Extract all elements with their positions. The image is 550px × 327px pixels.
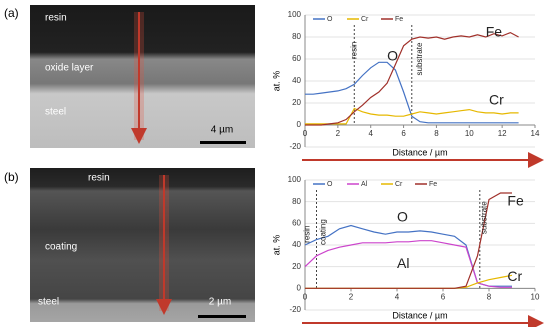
- x-tick-label: 8: [487, 292, 492, 301]
- x-tick-label: 0: [303, 129, 308, 138]
- y-tick-label: 40: [292, 240, 301, 249]
- scale-label: 2 µm: [209, 297, 231, 308]
- annotation: resin: [302, 225, 311, 242]
- y-axis-label: at. %: [271, 235, 281, 256]
- x-tick-label: 10: [531, 292, 540, 301]
- x-tick-label: 0: [303, 292, 308, 301]
- region-label: resin: [45, 13, 67, 24]
- region-label: coating: [45, 242, 77, 253]
- y-tick-label: 60: [292, 218, 301, 227]
- y-tick-label: -20: [289, 142, 301, 151]
- legend-label: Fe: [395, 16, 403, 23]
- y-tick-label: 100: [288, 10, 302, 19]
- y-tick-label: 80: [292, 32, 301, 41]
- y-tick-label: 100: [288, 175, 302, 184]
- region-label: steel: [45, 107, 66, 118]
- x-tick-label: 6: [401, 129, 406, 138]
- micrograph: [30, 5, 255, 148]
- x-tick-label: 4: [395, 292, 400, 301]
- legend-label: O: [327, 16, 333, 23]
- series-line: [305, 31, 519, 126]
- region-label: resin: [88, 173, 110, 184]
- x-tick-label: 4: [368, 129, 373, 138]
- scale-bar: [198, 315, 246, 318]
- series-line: [305, 192, 512, 289]
- y-tick-label: 60: [292, 54, 301, 63]
- y-tick-label: 40: [292, 76, 301, 85]
- x-tick-label: 10: [465, 129, 474, 138]
- annotation: Fe: [486, 23, 503, 39]
- legend-label: Cr: [395, 181, 403, 188]
- annotation: Cr: [489, 92, 504, 108]
- annotation: resin: [349, 42, 358, 59]
- annotation: substrate: [480, 201, 489, 234]
- x-tick-label: 2: [349, 292, 354, 301]
- y-tick-label: 80: [292, 197, 301, 206]
- legend-label: O: [327, 181, 333, 188]
- y-axis-label: at. %: [271, 71, 281, 92]
- panel-tag: (b): [4, 170, 19, 184]
- x-tick-label: 8: [434, 129, 439, 138]
- scale-bar: [200, 141, 246, 144]
- annotation: Al: [397, 255, 409, 271]
- x-axis-label: Distance / µm: [392, 310, 447, 320]
- y-tick-label: -20: [289, 305, 301, 314]
- series-line: [305, 274, 513, 289]
- annotation: coating: [319, 219, 328, 245]
- legend-label: Al: [361, 181, 368, 188]
- legend-label: Fe: [429, 181, 437, 188]
- x-tick-label: 2: [336, 129, 341, 138]
- scale-label: 4 µm: [211, 125, 233, 136]
- x-tick-label: 12: [498, 129, 507, 138]
- region-label: steel: [38, 297, 59, 308]
- x-axis-label: Distance / µm: [392, 147, 447, 157]
- series-line: [305, 107, 519, 125]
- annotation: Cr: [507, 268, 522, 284]
- y-tick-label: 20: [292, 262, 301, 271]
- y-tick-label: 20: [292, 98, 301, 107]
- panel-tag: (a): [4, 6, 19, 20]
- annotation: O: [397, 209, 408, 225]
- legend-label: Cr: [361, 16, 369, 23]
- x-tick-label: 6: [441, 292, 446, 301]
- x-tick-label: 14: [531, 129, 540, 138]
- region-label: oxide layer: [45, 63, 94, 74]
- annotation: O: [387, 48, 398, 64]
- y-tick-label: 0: [297, 283, 302, 292]
- y-tick-label: 0: [297, 120, 302, 129]
- micrograph: [30, 168, 255, 322]
- annotation: Fe: [507, 192, 524, 208]
- series-line: [305, 61, 519, 124]
- annotation: substrate: [415, 42, 424, 75]
